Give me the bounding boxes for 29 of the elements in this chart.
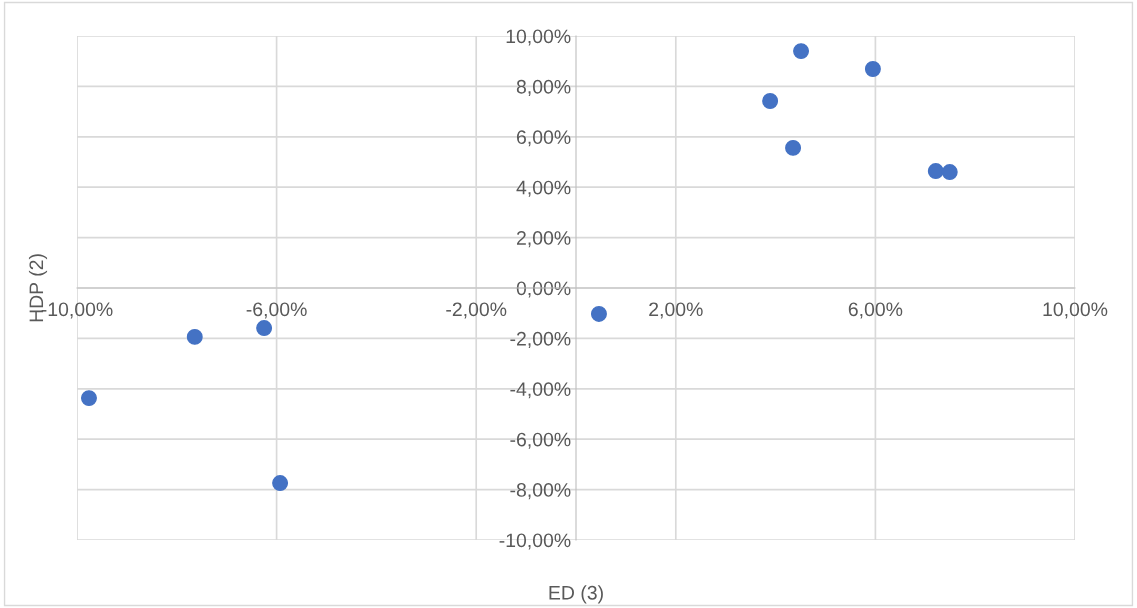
x-tick-label: 6,00% xyxy=(848,302,903,319)
point xyxy=(256,320,273,337)
x-tick-label: -2,00% xyxy=(446,302,507,319)
y-tick-label: 6,00% xyxy=(517,130,571,147)
point xyxy=(80,390,97,407)
y-tick-label: -4,00% xyxy=(510,382,571,399)
x-tick-label: -6,00% xyxy=(246,302,307,319)
point xyxy=(927,163,944,180)
point xyxy=(793,43,810,60)
y-tick-label: -6,00% xyxy=(510,432,571,449)
point xyxy=(186,328,203,345)
x-tick-label: -10,00% xyxy=(41,302,113,319)
point xyxy=(590,305,607,322)
point xyxy=(785,139,802,156)
y-tick-label: 8,00% xyxy=(516,79,571,96)
x-tick-label: 10,00% xyxy=(1043,302,1108,319)
y-tick-label: 10,00% xyxy=(506,29,571,46)
point xyxy=(272,475,289,492)
y-tick-label: -10,00% xyxy=(499,533,571,550)
point xyxy=(762,93,779,109)
y-tick-label: 2,00% xyxy=(516,231,571,248)
y-tick-label: -2,00% xyxy=(510,331,571,348)
x-axis-title: ED (3) xyxy=(549,585,603,604)
point xyxy=(864,61,881,77)
point xyxy=(941,164,958,181)
y-tick-label: 0,00% xyxy=(516,281,571,298)
x-tick-label: 2,00% xyxy=(649,302,703,319)
y-tick-label: -8,00% xyxy=(510,483,571,500)
y-tick-label: 4,00% xyxy=(516,180,571,197)
